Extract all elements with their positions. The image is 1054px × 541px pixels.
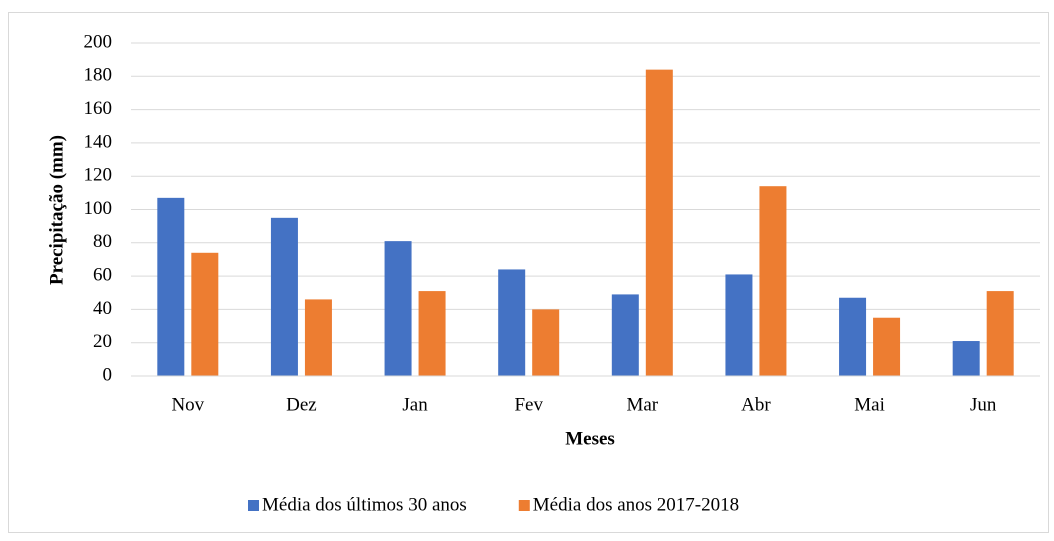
y-tick-label: 140	[84, 131, 113, 152]
bar	[725, 274, 753, 376]
x-tick-label: Nov	[171, 394, 204, 415]
y-axis-title: Precipitação (mm)	[46, 135, 67, 285]
y-tick-label: 120	[84, 165, 113, 186]
bar	[839, 297, 867, 376]
y-tick-label: 0	[103, 364, 113, 385]
legend-swatch	[518, 500, 530, 511]
y-tick-label: 80	[93, 231, 112, 252]
legend-label: Média dos anos 2017-2018	[533, 494, 739, 515]
bar	[384, 241, 412, 376]
x-tick-label: Mai	[854, 394, 885, 415]
x-tick-label: Jan	[402, 394, 428, 415]
bar	[645, 69, 673, 376]
x-tick-label: Fev	[514, 394, 543, 415]
y-tick-label: 180	[84, 65, 113, 86]
bar	[611, 294, 639, 376]
y-tick-label: 20	[93, 331, 112, 352]
x-tick-label: Jun	[970, 394, 997, 415]
y-tick-label: 160	[84, 98, 113, 119]
bar	[873, 317, 901, 376]
x-tick-label: Abr	[741, 394, 771, 415]
y-tick-label: 200	[84, 31, 113, 52]
x-tick-label: Dez	[286, 394, 317, 415]
bar	[270, 217, 298, 376]
bar	[759, 186, 787, 376]
x-tick-label: Mar	[626, 394, 658, 415]
bar	[986, 291, 1014, 376]
y-tick-label: 60	[93, 264, 112, 285]
bar	[952, 341, 980, 376]
x-axis-title: Meses	[565, 428, 615, 449]
bar	[191, 252, 219, 376]
y-tick-label: 100	[84, 198, 113, 219]
bar	[304, 299, 332, 376]
bar	[532, 309, 560, 376]
legend-label: Média dos últimos 30 anos	[262, 494, 467, 515]
bar	[498, 269, 526, 376]
bar	[418, 291, 446, 376]
y-tick-label: 40	[93, 298, 112, 319]
legend-swatch	[248, 500, 259, 511]
bar	[157, 197, 185, 376]
